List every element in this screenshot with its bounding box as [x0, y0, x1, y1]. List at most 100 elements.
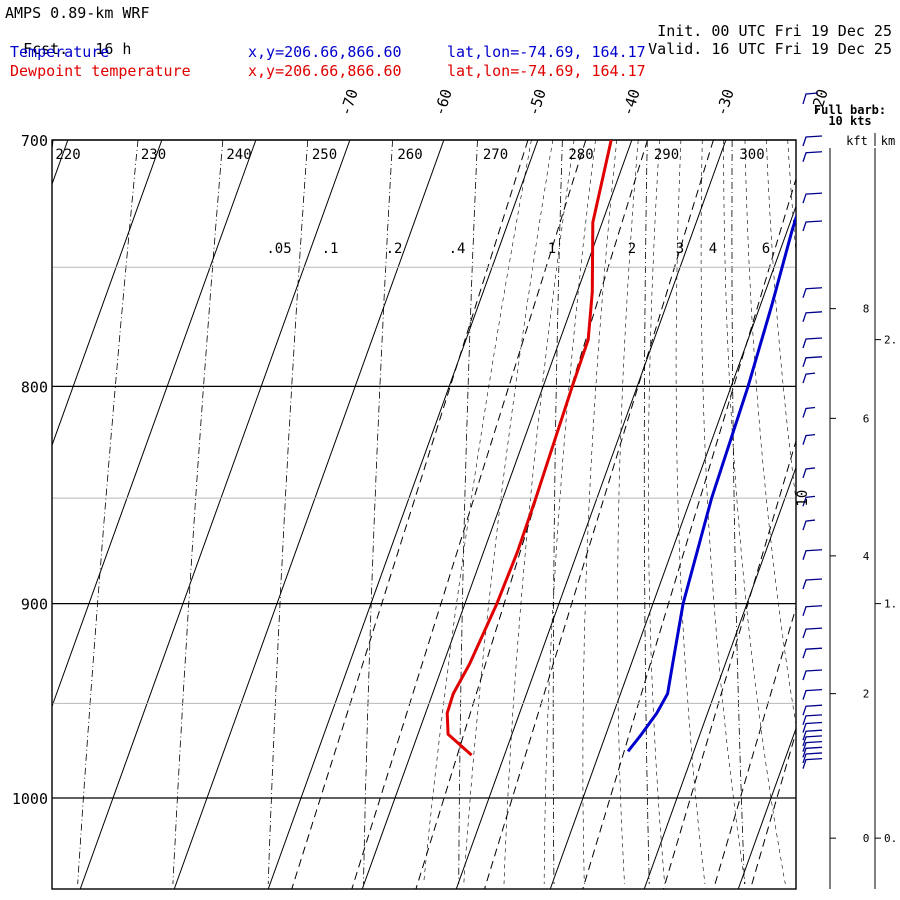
- wind-barb: [802, 519, 816, 531]
- mixing-ratio-tick-label: .05: [266, 241, 291, 257]
- temperature-tick-label: -40: [618, 87, 643, 118]
- model-title: AMPS 0.89-km WRF: [5, 4, 150, 22]
- mixing-ratio-line: [713, 605, 796, 889]
- kft-tick-label: 2: [863, 688, 870, 701]
- theta-tick-label: 300: [739, 147, 764, 163]
- theta-tick-label: 280: [568, 147, 593, 163]
- dry-adiabat-line: [267, 140, 309, 885]
- legend-dewpoint-xy: x,y=206.66,866.60: [248, 62, 402, 80]
- mixing-ratio-tick-label: 3: [676, 241, 684, 257]
- isotherm-line: [52, 140, 257, 708]
- valid-value: 16 UTC Fri 19 Dec 25: [711, 40, 892, 58]
- pressure-tick-label: 1000: [12, 790, 48, 808]
- wind-barb: [802, 151, 823, 162]
- wind-barb: [802, 647, 823, 659]
- isotherm-line: [361, 140, 633, 889]
- dry-adiabat-line: [77, 140, 139, 885]
- legend-temperature-name: Temperature: [10, 43, 110, 61]
- wind-barb: [802, 729, 823, 741]
- temperature-profile-line: [626, 213, 796, 753]
- isotherm-line: [173, 140, 445, 889]
- barb-annotation-label: 10: [795, 490, 811, 507]
- isotherm-line: [455, 140, 727, 889]
- dry-adiabat-line: [363, 140, 393, 885]
- mixing-ratio-tick-label: 2: [628, 241, 636, 257]
- barb-legend-line2: 10 kts: [828, 114, 871, 128]
- valid-time: Valid. 16 UTC Fri 19 Dec 25: [630, 22, 892, 58]
- theta-tick-label: 260: [397, 147, 422, 163]
- wind-barb: [802, 746, 823, 758]
- dry-adiabat-line: [643, 140, 650, 885]
- isotherm-line: [832, 140, 900, 889]
- mixing-ratio-line: [291, 140, 529, 889]
- dry-adiabat-line: [52, 140, 54, 154]
- valid-label: Valid.: [648, 40, 703, 58]
- mixing-ratio-line: [804, 140, 900, 889]
- init-value: 00 UTC Fri 19 Dec 25: [711, 22, 892, 40]
- wind-barb: [802, 578, 823, 590]
- isotherm-line: [549, 204, 796, 889]
- km-tick-label: 0.: [884, 832, 897, 845]
- km-tick-label: 1.: [884, 598, 897, 611]
- pressure-tick-label: 900: [21, 596, 48, 614]
- moist-adiabat-line: [809, 140, 900, 884]
- theta-tick-label: 240: [226, 147, 251, 163]
- dry-adiabat-line: [817, 140, 840, 884]
- dry-adiabat-line: [172, 140, 224, 885]
- moist-adiabat-line: [582, 140, 618, 885]
- mixing-ratio-line: [663, 439, 796, 889]
- mixing-ratio-tick-label: 6: [762, 241, 770, 257]
- moist-adiabat-line: [463, 140, 554, 885]
- dry-adiabat-line: [458, 140, 478, 885]
- dewpoint-profile-line: [445, 140, 613, 757]
- mixing-ratio-tick-label: 1: [548, 241, 556, 257]
- wind-barb: [802, 549, 823, 560]
- wind-barb: [802, 356, 823, 368]
- wind-barb: [802, 337, 823, 349]
- wind-barb: [802, 311, 823, 323]
- dry-adiabat-line: [731, 140, 745, 885]
- wind-barb: [802, 627, 823, 639]
- kft-axis-label: kft: [846, 134, 868, 148]
- legend-dewpoint-name: Dewpoint temperature: [10, 62, 191, 80]
- temperature-tick-label: -50: [524, 87, 549, 118]
- wind-barb: [802, 752, 823, 764]
- wind-barb: [802, 467, 816, 479]
- mixing-ratio-line: [484, 140, 714, 889]
- mixing-ratio-line: [749, 730, 796, 889]
- km-axis-label: km: [881, 134, 895, 148]
- legend-temperature-xy: x,y=206.66,866.60: [248, 43, 402, 61]
- mixing-ratio-tick-label: 4: [709, 241, 717, 257]
- isotherm-line: [52, 140, 163, 447]
- theta-tick-label: 220: [55, 147, 80, 163]
- isotherm-line: [79, 140, 351, 889]
- theta-tick-label: 270: [483, 147, 508, 163]
- kft-tick-label: 8: [863, 303, 870, 316]
- plot-frame: [51, 139, 797, 890]
- kft-tick-label: 0: [863, 832, 870, 845]
- moist-adiabat-line: [787, 140, 796, 256]
- temperature-tick-label: -70: [336, 87, 361, 118]
- wind-barb: [802, 605, 823, 616]
- km-tick-label: 2.: [884, 334, 897, 347]
- wind-barb: [802, 372, 816, 384]
- dry-adiabat-line: [552, 140, 563, 885]
- moist-adiabat-line: [766, 140, 796, 503]
- fcst-value: 16 h: [95, 40, 132, 58]
- legend-dewpoint-latlon: lat,lon=-74.69, 164.17: [447, 62, 646, 80]
- wind-barb: [802, 688, 823, 700]
- moist-adiabat-line: [723, 140, 786, 885]
- barb-legend-line1: Full barb:: [814, 103, 886, 117]
- moist-adiabat-line: [503, 140, 575, 885]
- mixing-ratio-tick-label: .4: [449, 241, 466, 257]
- wind-barb: [802, 433, 816, 445]
- barb-legend-icon: [802, 92, 819, 105]
- wind-barb: [802, 220, 823, 232]
- legend-temperature-latlon: lat,lon=-74.69, 164.17: [447, 43, 646, 61]
- wind-barb: [802, 192, 823, 204]
- pressure-tick-label: 700: [21, 132, 48, 150]
- wind-barb: [802, 495, 816, 507]
- fcst-label: Fcst.: [23, 40, 69, 58]
- wind-barb: [802, 757, 823, 769]
